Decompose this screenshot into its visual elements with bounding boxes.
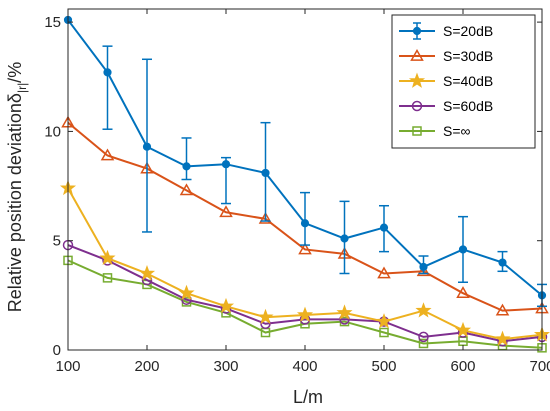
x-tick-label: 400: [292, 358, 317, 375]
series-4: [62, 239, 548, 347]
legend-label: S=∞: [443, 123, 471, 139]
ticks-layer: 100 200 300 400 500 600 700 0 5 10 15: [44, 9, 550, 375]
legend: S=20dB S=30dB S=40dB S=60dB S=∞: [391, 14, 536, 149]
y-axis-label-subscript: |r|: [15, 83, 29, 93]
data-point-star: [336, 304, 353, 320]
data-point-square: [412, 126, 422, 136]
y-tick-label: 0: [53, 342, 61, 359]
y-tick-label: 5: [53, 233, 61, 250]
data-point-triangle: [410, 48, 424, 61]
data-point-triangle: [416, 264, 431, 277]
data-point-triangle: [456, 286, 470, 299]
data-point-triangle: [219, 205, 233, 218]
data-point-dot: [261, 168, 270, 178]
data-point-star: [454, 321, 472, 338]
legend-item: S=∞: [399, 123, 471, 139]
legend-label: S=60dB: [443, 98, 493, 114]
data-point-square: [379, 327, 389, 338]
data-point-circle: [418, 331, 429, 343]
y-axis-label-unit: /%: [5, 62, 25, 83]
data-point-star: [138, 265, 156, 281]
data-point-square: [418, 338, 429, 349]
legend-label: S=40dB: [443, 73, 493, 89]
x-tick-label: 100: [55, 358, 80, 375]
data-point-dot: [340, 234, 349, 243]
data-point-star: [375, 313, 393, 329]
data-point-dot: [182, 162, 191, 171]
legend-item: S=30dB: [399, 48, 493, 64]
data-point-circle: [411, 100, 423, 112]
data-point-star: [494, 330, 511, 346]
x-tick-label: 300: [213, 358, 238, 375]
data-point-dot: [142, 142, 152, 151]
data-point-triangle: [298, 242, 312, 255]
data-point-triangle: [377, 266, 391, 279]
y-tick-label: 15: [44, 14, 61, 31]
data-point-star: [296, 306, 314, 322]
data-point-dot: [498, 258, 507, 267]
data-point-triangle: [258, 211, 273, 224]
data-point-dot: [412, 26, 422, 36]
data-point-star: [178, 284, 195, 301]
y-axis-label-symbol: δ: [5, 93, 25, 103]
legend-item: S=40dB: [399, 72, 493, 89]
data-point-triangle: [179, 183, 194, 196]
y-axis-label-text: Relative position deviation: [5, 103, 25, 312]
data-point-dot: [300, 219, 310, 228]
data-point-square: [102, 273, 113, 283]
data-point-star: [217, 297, 235, 314]
data-point-star: [99, 249, 116, 266]
legend-item: S=20dB: [399, 22, 493, 40]
legend-label: S=30dB: [443, 48, 493, 64]
data-point-dot: [458, 245, 468, 254]
data-point-star: [415, 302, 432, 318]
data-point-triangle: [100, 148, 115, 161]
series-5: [63, 255, 547, 353]
data-point-dot: [103, 68, 112, 77]
legend-item: S=60dB: [399, 98, 493, 114]
data-point-dot: [419, 262, 428, 272]
x-tick-label: 700: [529, 358, 550, 375]
legend-label: S=20dB: [443, 23, 493, 39]
x-tick-label: 200: [134, 358, 159, 375]
x-tick-label: 500: [371, 358, 396, 375]
data-point-triangle: [495, 303, 510, 316]
x-tick-label: 600: [450, 358, 475, 375]
data-point-star: [408, 72, 426, 88]
data-point-star: [257, 308, 274, 325]
y-axis-label: Relative position deviationδ|r|/%: [5, 62, 29, 312]
data-point-dot: [221, 160, 231, 169]
x-axis-label: L/m: [293, 387, 323, 407]
series-line: [67, 244, 543, 343]
y-tick-label: 10: [44, 123, 61, 140]
data-point-dot: [379, 223, 389, 232]
